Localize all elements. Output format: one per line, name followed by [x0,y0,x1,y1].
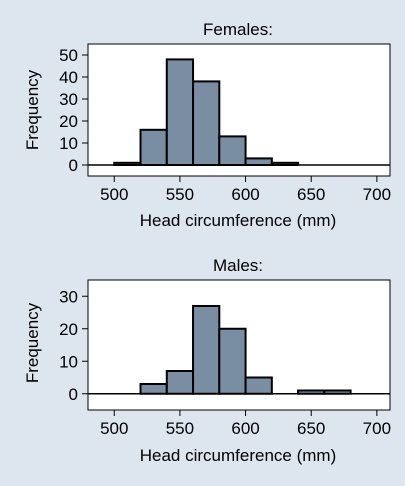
x-tick-label: 700 [363,185,391,204]
y-axis-label: Frequency [23,302,42,383]
histogram-bar [218,135,247,166]
x-axis-label: Head circumference (mm) [140,446,337,465]
chart-title: Females: [203,20,273,39]
y-tick-label: 10 [59,134,78,153]
y-tick-label: 0 [69,385,78,404]
y-tick-label: 10 [59,352,78,371]
y-tick-label: 20 [59,320,78,339]
panel-females: Females: Frequency Head circumference (m… [23,20,391,230]
x-tick-label: 650 [297,185,325,204]
y-tick-label: 50 [59,46,78,65]
histogram-bar [139,383,168,395]
x-tick-label: 600 [231,419,259,438]
y-tick-label: 20 [59,112,78,131]
histogram-bar [165,370,195,395]
x-tick-label: 550 [166,185,194,204]
histogram-bar [165,58,195,166]
x-tick-label: 500 [100,185,128,204]
y-tick-label: 30 [59,90,78,109]
x-tick-label: 650 [297,419,325,438]
x-tick-label: 500 [100,419,128,438]
y-axis-label: Frequency [23,69,42,150]
y-tick-label: 0 [69,156,78,175]
y-tick-label: 30 [59,287,78,306]
histogram-bar [218,327,247,395]
chart-title: Males: [213,256,263,275]
x-tick-label: 550 [166,419,194,438]
histogram-bar [192,80,221,166]
x-axis-label: Head circumference (mm) [140,211,337,230]
histogram-bar [244,157,273,166]
histogram-bar [192,305,221,395]
x-tick-label: 600 [231,185,259,204]
panel-males: Males: Frequency Head circumference (mm)… [23,256,391,465]
histogram-bar [244,376,273,395]
y-tick-label: 40 [59,68,78,87]
x-tick-label: 700 [363,419,391,438]
histogram-bar [139,128,168,167]
